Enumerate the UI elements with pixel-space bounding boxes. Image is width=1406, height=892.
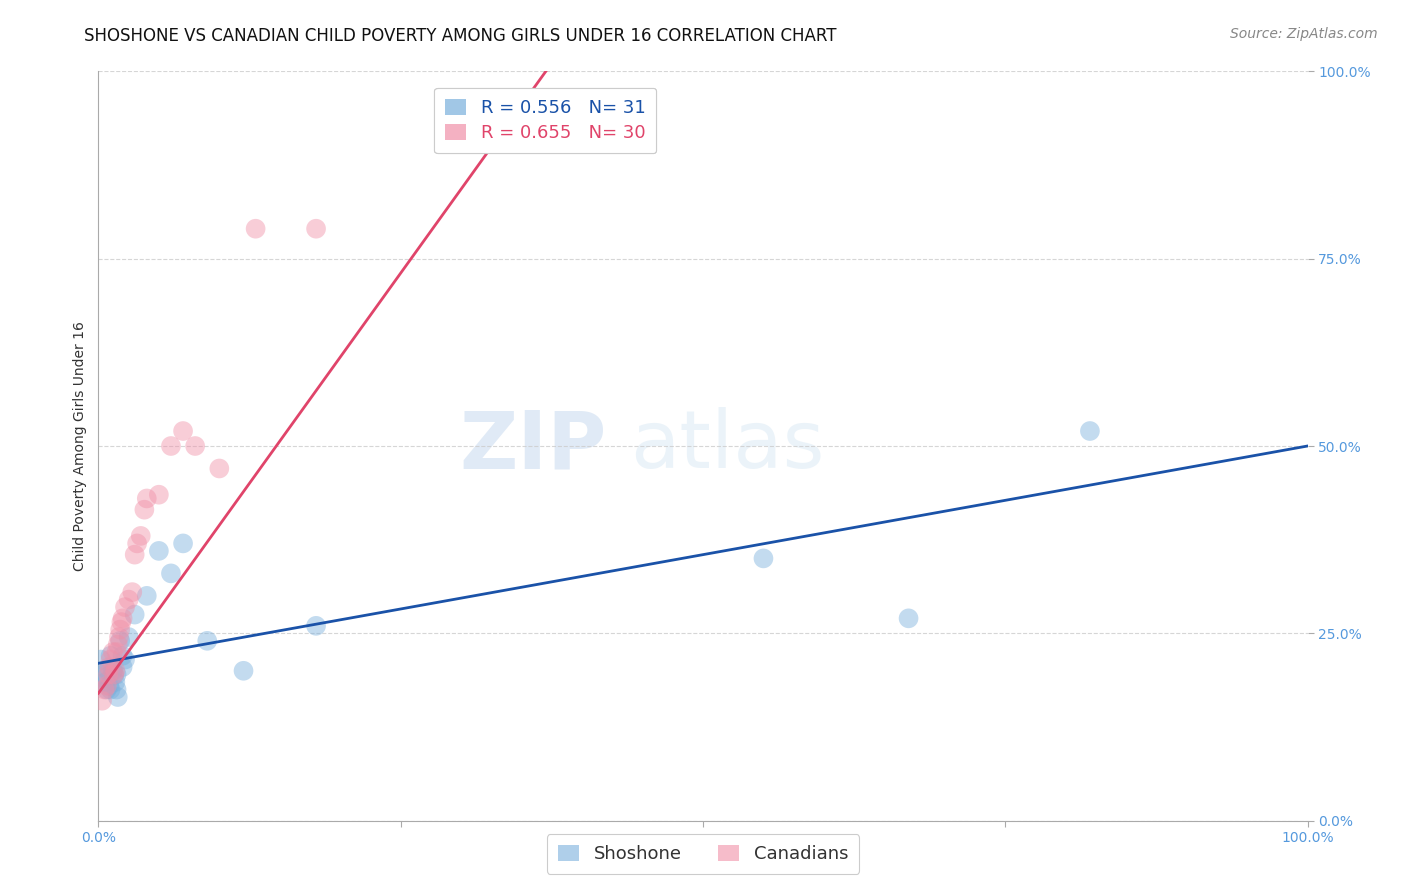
Point	[108, 633, 131, 648]
Point	[104, 675, 127, 690]
Point	[107, 690, 129, 704]
Point	[105, 682, 128, 697]
Point	[148, 544, 170, 558]
Point	[101, 645, 124, 659]
Point	[118, 630, 141, 644]
Point	[94, 675, 117, 690]
Point	[232, 664, 254, 678]
Text: SHOSHONE VS CANADIAN CHILD POVERTY AMONG GIRLS UNDER 16 CORRELATION CHART: SHOSHONE VS CANADIAN CHILD POVERTY AMONG…	[84, 27, 837, 45]
Point	[114, 652, 136, 666]
Point	[172, 424, 194, 438]
Point	[104, 664, 127, 678]
Text: ZIP: ZIP	[458, 407, 606, 485]
Point	[184, 439, 207, 453]
Point	[305, 619, 328, 633]
Point	[1078, 424, 1101, 438]
Point	[90, 652, 112, 666]
Point	[103, 667, 125, 681]
Text: Source: ZipAtlas.com: Source: ZipAtlas.com	[1230, 27, 1378, 41]
Point	[135, 589, 157, 603]
Point	[93, 682, 115, 697]
Point	[111, 611, 134, 625]
Point	[110, 615, 132, 629]
Point	[148, 488, 170, 502]
Point	[108, 623, 131, 637]
Point	[103, 667, 125, 681]
Point	[305, 221, 328, 235]
Point	[118, 592, 141, 607]
Point	[107, 638, 129, 652]
Point	[96, 679, 118, 693]
Point	[96, 682, 118, 697]
Legend: R = 0.556   N= 31, R = 0.655   N= 30: R = 0.556 N= 31, R = 0.655 N= 30	[434, 88, 657, 153]
Point	[108, 630, 131, 644]
Point	[114, 600, 136, 615]
Point	[897, 611, 920, 625]
Point	[101, 664, 124, 678]
Point	[93, 671, 115, 685]
Point	[98, 660, 121, 674]
Point	[100, 648, 122, 663]
Point	[98, 679, 121, 693]
Point	[111, 648, 134, 663]
Point	[245, 221, 267, 235]
Point	[208, 461, 231, 475]
Point	[124, 607, 146, 622]
Point	[160, 439, 183, 453]
Point	[124, 548, 146, 562]
Point	[127, 536, 149, 550]
Point	[91, 694, 114, 708]
Point	[160, 566, 183, 581]
Point	[97, 667, 120, 681]
Y-axis label: Child Poverty Among Girls Under 16: Child Poverty Among Girls Under 16	[73, 321, 87, 571]
Text: atlas: atlas	[630, 407, 825, 485]
Point	[97, 664, 120, 678]
Point	[100, 652, 122, 666]
Point	[111, 660, 134, 674]
Point	[134, 502, 156, 516]
Point	[105, 645, 128, 659]
Point	[195, 633, 218, 648]
Point	[121, 585, 143, 599]
Point	[172, 536, 194, 550]
Point	[129, 529, 152, 543]
Point	[105, 667, 128, 681]
Point	[100, 682, 122, 697]
Legend: Shoshone, Canadians: Shoshone, Canadians	[547, 834, 859, 874]
Point	[135, 491, 157, 506]
Point	[752, 551, 775, 566]
Point	[91, 667, 114, 681]
